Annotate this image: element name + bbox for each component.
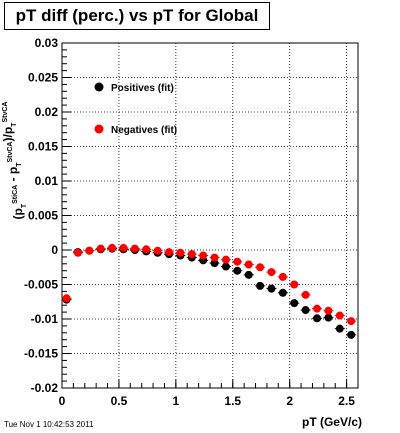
data-point xyxy=(210,259,219,268)
y-tick-label: 0.03 xyxy=(35,36,59,50)
y-tick-label: 0.015 xyxy=(28,140,58,154)
data-point xyxy=(221,262,230,271)
x-tick-label: 1 xyxy=(173,394,180,408)
y-tick-label: -0.01 xyxy=(31,312,59,326)
y-tick-label: 0.01 xyxy=(35,174,59,188)
data-point xyxy=(233,257,242,266)
data-point xyxy=(267,268,276,277)
legend-marker xyxy=(94,82,104,92)
data-point xyxy=(244,270,253,279)
x-axis-label: pT (GeV/c) xyxy=(302,415,362,429)
data-point xyxy=(313,304,322,313)
data-point xyxy=(142,245,151,254)
x-tick-label: 0.5 xyxy=(111,394,128,408)
legend-marker xyxy=(94,124,104,134)
data-point xyxy=(73,248,82,257)
data-point xyxy=(165,248,174,257)
series-positives xyxy=(61,244,357,339)
data-point xyxy=(324,313,333,322)
series-negatives xyxy=(61,243,357,326)
data-point xyxy=(130,244,139,253)
data-point xyxy=(290,299,299,308)
x-tick-label: 2 xyxy=(286,394,293,408)
data-point xyxy=(301,306,310,315)
y-axis-label-text: (pTStiCA - pTStvCA)/pTStvCA xyxy=(1,102,28,220)
data-point xyxy=(96,244,105,253)
data-point xyxy=(153,246,162,255)
data-point xyxy=(233,266,242,275)
y-tick-label: -0.015 xyxy=(24,347,58,361)
footer-timestamp: Tue Nov 1 10:42:53 2011 xyxy=(4,420,94,429)
chart-title: pT diff (perc.) vs pT for Global xyxy=(4,2,270,30)
data-point xyxy=(108,243,117,252)
data-points-layer xyxy=(61,243,357,339)
y-tick-label: 0.005 xyxy=(28,209,58,223)
data-point xyxy=(244,260,253,269)
data-point xyxy=(199,251,208,260)
data-point xyxy=(187,250,196,259)
y-tick-label: 0 xyxy=(51,243,58,257)
data-point xyxy=(85,246,94,255)
data-point xyxy=(267,284,276,293)
data-point xyxy=(313,314,322,323)
data-point xyxy=(324,306,333,315)
data-point xyxy=(210,253,219,262)
x-tick-label: 2.5 xyxy=(338,394,355,408)
data-point xyxy=(256,263,265,272)
y-tick-label: -0.005 xyxy=(24,278,58,292)
grid-layer xyxy=(62,43,358,388)
data-point xyxy=(335,324,344,333)
data-point xyxy=(335,311,344,320)
data-point xyxy=(176,248,185,257)
data-point xyxy=(347,317,356,326)
data-point xyxy=(347,330,356,339)
y-axis-label: (pTStiCA - pTStvCA)/pTStvCA xyxy=(1,102,28,220)
legend: Positives (fit) Negatives (fit) xyxy=(94,82,177,136)
data-point xyxy=(62,294,71,303)
data-point xyxy=(221,255,230,264)
y-tick-label: 0.025 xyxy=(28,71,58,85)
legend-label: Positives (fit) xyxy=(111,83,174,94)
legend-label: Negatives (fit) xyxy=(111,125,177,136)
data-point xyxy=(278,288,287,297)
y-tick-label: 0.02 xyxy=(35,105,59,119)
data-point xyxy=(290,280,299,289)
data-point xyxy=(301,290,310,299)
ticks-layer: 0 0.5 1 1.5 2 2.5 -0.02 -0.015 -0.01 -0.005 0 0.005… xyxy=(24,36,359,408)
data-point xyxy=(278,272,287,281)
data-point xyxy=(119,243,128,252)
x-tick-label: 0 xyxy=(59,394,66,408)
data-point xyxy=(256,281,265,290)
y-tick-label: -0.02 xyxy=(31,381,59,395)
x-tick-label: 1.5 xyxy=(224,394,241,408)
